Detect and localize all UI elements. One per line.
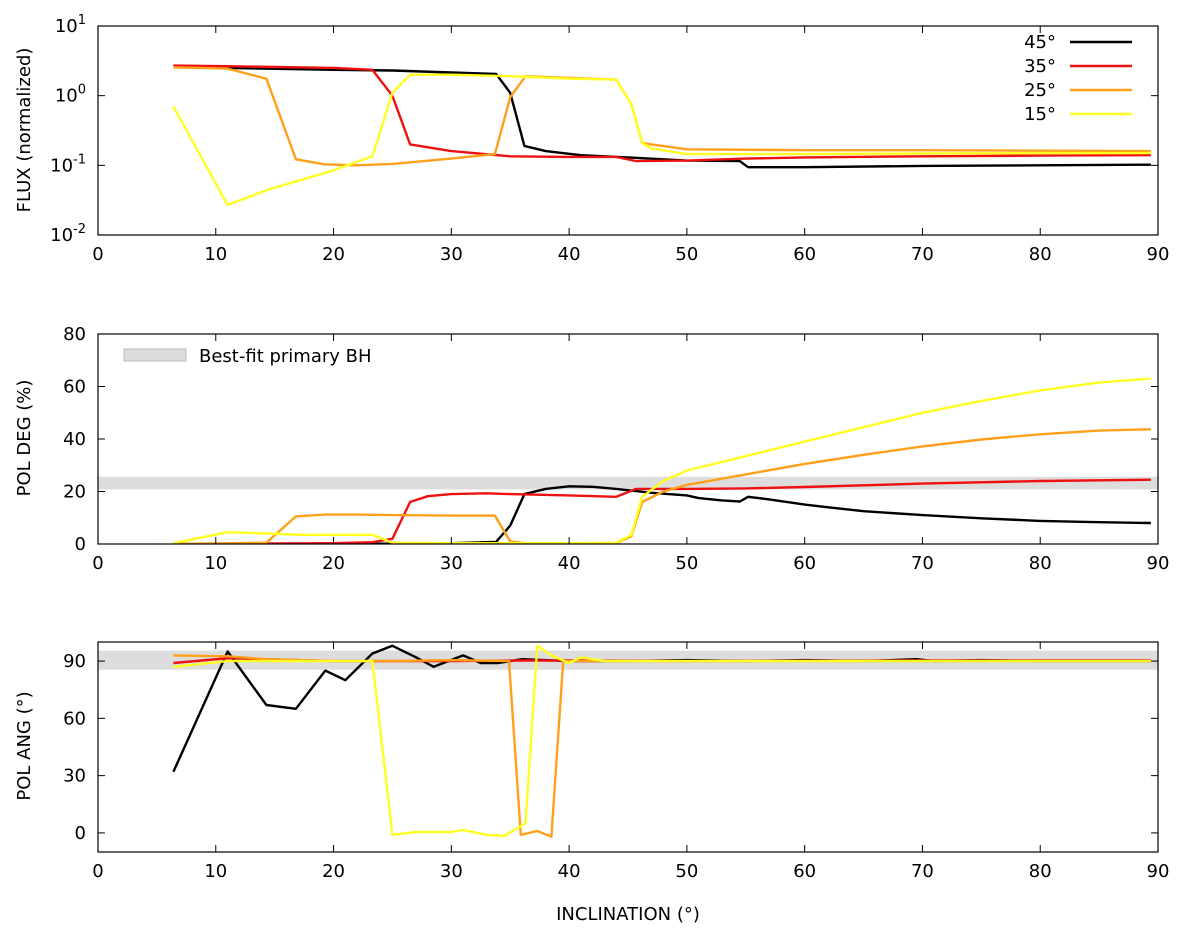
pol-deg-series-35deg: [173, 478, 1151, 544]
flux-x-tick-label: 0: [92, 244, 103, 265]
pol-deg-x-tick-label: 90: [1147, 553, 1170, 574]
pol-ang-x-tick-label: 60: [793, 861, 816, 882]
band-legend-label: Best-fit primary BH: [199, 346, 372, 367]
flux-x-tick-label: 20: [322, 244, 345, 265]
pol-deg-x-tick-label: 80: [1029, 553, 1052, 574]
pol-deg-x-tick-label: 40: [558, 553, 581, 574]
flux-y-tick-label: 10-2: [50, 222, 86, 246]
flux-x-tick-label: 40: [558, 244, 581, 265]
x-axis-label: INCLINATION (°): [556, 904, 700, 925]
pol-ang-x-tick-label: 10: [204, 861, 227, 882]
flux-panel: FLUX (normalized) 0 10 20 30 40 50 60 70 80 90 101…: [14, 13, 1169, 265]
legend-label-15deg: 15°: [1024, 104, 1056, 125]
flux-series-15deg: [172, 73, 1151, 207]
legend: 45° 35° 25° 15°: [1024, 32, 1132, 125]
flux-y-tick-label: 10-1: [50, 152, 86, 176]
pol-ang-x-tick-label: 80: [1029, 861, 1052, 882]
band-legend: Best-fit primary BH: [123, 346, 372, 367]
flux-x-tick-label: 60: [793, 244, 816, 265]
pol-deg-y-tick-label: 20: [63, 482, 86, 503]
pol-deg-y-tick-label: 0: [75, 534, 86, 555]
pol-ang-x-tick-label: 70: [911, 861, 934, 882]
pol-ang-panel: POL ANG (°) 0 10 20 30 40 50 60 70 80 90 0 30 60 90: [14, 641, 1170, 882]
pol-ang-ylabel: POL ANG (°): [14, 691, 35, 800]
pol-ang-x-tick-label: 50: [675, 861, 698, 882]
flux-series-45deg: [173, 65, 1151, 169]
pol-deg-series-15deg: [173, 377, 1151, 544]
band-legend-swatch: [123, 348, 187, 362]
legend-label-45deg: 45°: [1024, 32, 1056, 53]
flux-series-35deg: [173, 64, 1151, 163]
pol-deg-x-tick-label: 60: [793, 553, 816, 574]
flux-plot-frame: [97, 25, 1159, 236]
pol-deg-y-tick-label: 80: [63, 324, 86, 345]
pol-ang-x-tick-label: 90: [1147, 861, 1170, 882]
flux-x-tick-label: 30: [440, 244, 463, 265]
pol-deg-best-fit-band: [98, 476, 1158, 490]
pol-deg-panel: POL DEG (%) 0 10 20 30 40 50 60 70 80 90 0 20 40 60 80: [14, 324, 1169, 574]
pol-deg-x-tick-label: 70: [911, 553, 934, 574]
flux-x-tick-label: 10: [204, 244, 227, 265]
legend-label-35deg: 35°: [1024, 56, 1056, 77]
pol-deg-series-45deg: [173, 485, 1151, 544]
pol-deg-x-tick-label: 0: [92, 553, 103, 574]
flux-x-tick-label: 50: [675, 244, 698, 265]
pol-ang-x-tick-label: 30: [440, 861, 463, 882]
pol-deg-y-tick-label: 40: [63, 429, 86, 450]
pol-deg-ylabel: POL DEG (%): [14, 380, 35, 497]
pol-ang-y-tick-label: 0: [75, 823, 86, 844]
pol-ang-y-tick-label: 30: [63, 766, 86, 787]
pol-deg-x-tick-label: 20: [322, 553, 345, 574]
flux-y-tick-label: 100: [55, 83, 86, 107]
legend-label-25deg: 25°: [1024, 80, 1056, 101]
flux-y-tick-label: 101: [55, 13, 86, 37]
pol-deg-y-tick-label: 60: [63, 377, 86, 398]
pol-ang-y-tick-label: 60: [63, 708, 86, 729]
pol-ang-plot-frame: [97, 641, 1159, 853]
pol-ang-x-tick-label: 0: [92, 861, 103, 882]
pol-ang-series-15deg: [173, 644, 1151, 837]
pol-ang-series-25deg: [173, 654, 1151, 838]
pol-deg-x-tick-label: 50: [675, 553, 698, 574]
flux-ylabel: FLUX (normalized): [14, 48, 35, 213]
flux-x-tick-label: 90: [1147, 244, 1170, 265]
pol-deg-x-tick-label: 10: [204, 553, 227, 574]
pol-ang-x-tick-label: 20: [322, 861, 345, 882]
flux-x-tick-label: 70: [911, 244, 934, 265]
pol-ang-x-tick-label: 40: [558, 861, 581, 882]
pol-deg-x-tick-label: 30: [440, 553, 463, 574]
pol-ang-y-tick-label: 90: [63, 651, 86, 672]
flux-x-tick-label: 80: [1029, 244, 1052, 265]
